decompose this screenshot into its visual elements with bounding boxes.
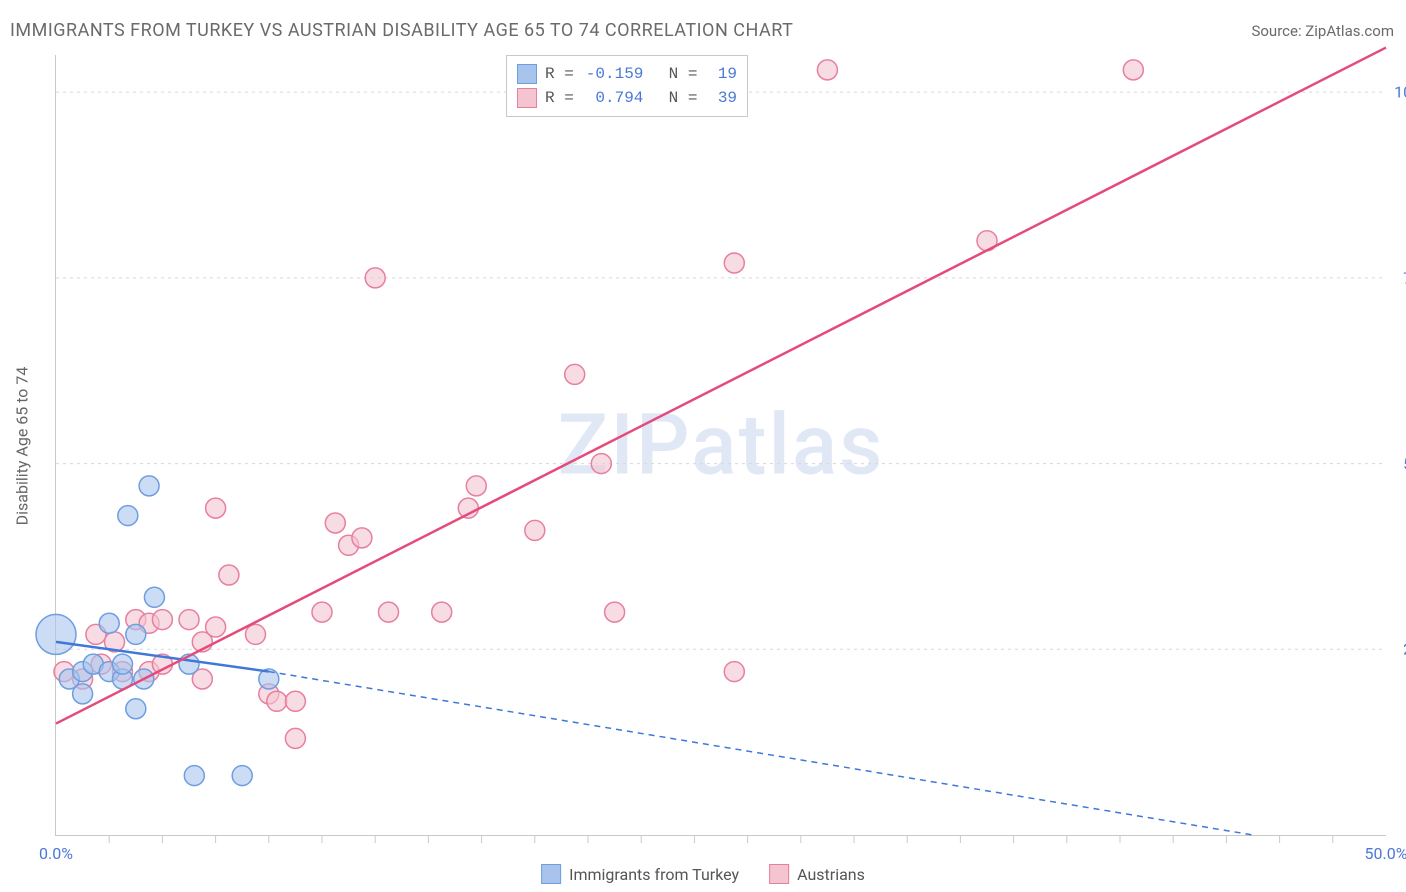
data-point <box>144 587 164 607</box>
data-point <box>179 610 199 630</box>
data-point <box>73 684 93 704</box>
chart-title: IMMIGRANTS FROM TURKEY VS AUSTRIAN DISAB… <box>10 20 793 41</box>
data-point <box>232 766 252 786</box>
data-point <box>152 610 172 630</box>
source-attribution: Source: ZipAtlas.com <box>1251 22 1394 40</box>
data-point <box>184 766 204 786</box>
data-point <box>352 528 372 548</box>
data-point <box>724 253 744 273</box>
legend-row: R = 0.794 N = 39 <box>517 86 737 110</box>
data-point <box>365 268 385 288</box>
legend-swatch <box>541 864 561 884</box>
data-point <box>1123 60 1143 80</box>
data-point <box>126 624 146 644</box>
data-point <box>285 691 305 711</box>
data-point <box>118 506 138 526</box>
data-point <box>591 454 611 474</box>
data-point <box>565 364 585 384</box>
data-point <box>206 498 226 518</box>
plot-area: ZIPatlas R = -0.159 N = 19R = 0.794 N = … <box>55 55 1386 836</box>
legend-item: Immigrants from Turkey <box>541 864 739 884</box>
data-point <box>219 565 239 585</box>
trend-line <box>56 48 1386 724</box>
correlation-legend: R = -0.159 N = 19R = 0.794 N = 39 <box>506 55 748 117</box>
trend-line-extrapolated <box>269 672 1253 835</box>
legend-n-value: 19 <box>707 62 737 86</box>
data-point <box>525 520 545 540</box>
legend-r-value: 0.794 <box>583 86 643 110</box>
legend-item: Austrians <box>769 864 865 884</box>
y-axis-label: Disability Age 65 to 74 <box>13 367 32 526</box>
x-tick-label: 0.0% <box>39 844 73 863</box>
data-point <box>605 602 625 622</box>
data-point <box>312 602 332 622</box>
data-point <box>379 602 399 622</box>
x-tick-label: 50.0% <box>1365 844 1406 863</box>
data-point <box>466 476 486 496</box>
data-point <box>285 728 305 748</box>
legend-swatch <box>517 88 537 108</box>
legend-n-value: 39 <box>707 86 737 110</box>
data-point <box>432 602 452 622</box>
data-point <box>817 60 837 80</box>
data-point <box>267 691 287 711</box>
plot-svg <box>56 55 1386 835</box>
data-point <box>325 513 345 533</box>
data-point <box>126 699 146 719</box>
data-point <box>724 662 744 682</box>
data-point <box>206 617 226 637</box>
series-legend: Immigrants from Turkey Austrians <box>541 864 865 884</box>
legend-label: Immigrants from Turkey <box>569 865 739 884</box>
data-point <box>113 654 133 674</box>
data-point <box>36 614 76 654</box>
legend-swatch <box>517 64 537 84</box>
legend-label: Austrians <box>797 865 865 884</box>
legend-r-value: -0.159 <box>583 62 643 86</box>
y-tick-label: 100.0% <box>1394 83 1406 102</box>
legend-swatch <box>769 864 789 884</box>
legend-row: R = -0.159 N = 19 <box>517 62 737 86</box>
data-point <box>99 613 119 633</box>
data-point <box>246 624 266 644</box>
data-point <box>139 476 159 496</box>
